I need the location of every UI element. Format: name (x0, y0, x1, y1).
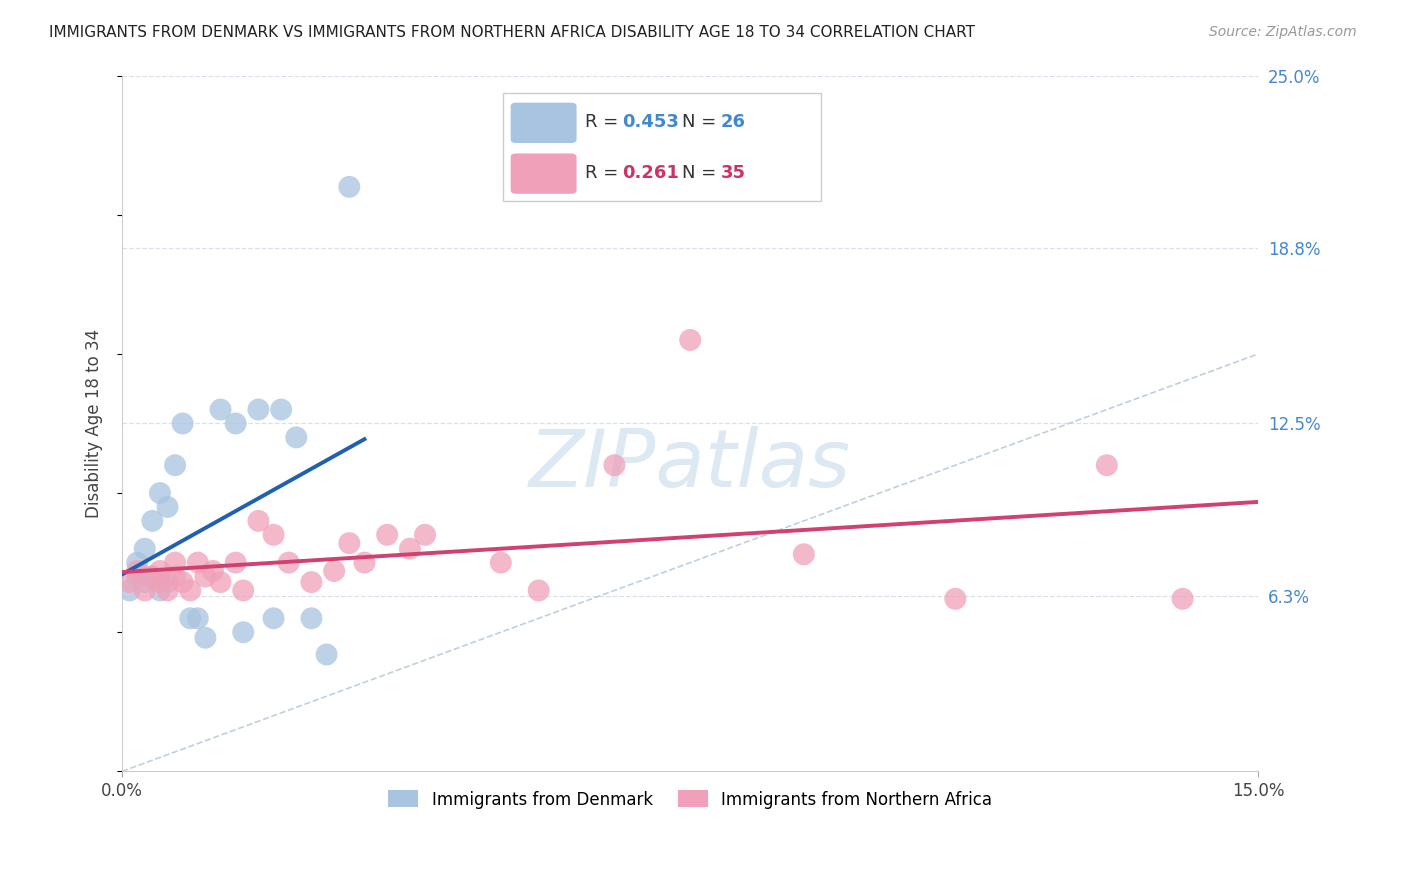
Point (172, 417, 194, 431)
Point (337, 179, 360, 194)
Point (375, 528, 398, 542)
Point (209, 575, 232, 590)
FancyBboxPatch shape (503, 93, 821, 201)
Point (232, 583, 254, 598)
Point (127, 569, 149, 583)
Point (353, 556, 375, 570)
Point (179, 611, 201, 625)
Point (165, 556, 187, 570)
Point (187, 611, 209, 625)
Text: R =: R = (585, 113, 623, 131)
Point (270, 402, 292, 417)
Point (399, 541, 422, 556)
Point (1171, 591, 1194, 606)
Point (149, 583, 172, 598)
Point (134, 583, 156, 598)
FancyBboxPatch shape (510, 103, 576, 143)
Text: 0.261: 0.261 (621, 164, 679, 182)
Point (489, 556, 512, 570)
Point (149, 575, 172, 590)
Text: N =: N = (682, 164, 723, 182)
Point (301, 575, 323, 590)
Text: IMMIGRANTS FROM DENMARK VS IMMIGRANTS FROM NORTHERN AFRICA DISABILITY AGE 18 TO : IMMIGRANTS FROM DENMARK VS IMMIGRANTS FR… (49, 25, 976, 40)
Text: R =: R = (585, 164, 623, 182)
Point (527, 583, 550, 598)
Point (263, 528, 285, 542)
Y-axis label: Disability Age 18 to 34: Disability Age 18 to 34 (86, 329, 103, 518)
Point (141, 569, 163, 583)
Point (149, 486, 172, 500)
Point (323, 564, 346, 578)
Point (127, 564, 149, 578)
Point (225, 556, 247, 570)
Point (232, 625, 254, 640)
Point (247, 402, 270, 417)
Point (263, 611, 285, 625)
Point (603, 458, 626, 473)
Point (413, 528, 436, 542)
Point (165, 569, 187, 583)
Point (179, 583, 201, 598)
Point (156, 500, 179, 514)
Point (194, 569, 217, 583)
Point (149, 564, 172, 578)
Point (209, 402, 232, 417)
Point (156, 575, 179, 590)
Point (172, 575, 194, 590)
Point (943, 591, 966, 606)
Text: 35: 35 (721, 164, 745, 182)
Text: 26: 26 (721, 113, 745, 131)
FancyBboxPatch shape (510, 153, 576, 194)
Text: 0.453: 0.453 (621, 113, 679, 131)
Point (118, 583, 141, 598)
Text: ZIPatlas: ZIPatlas (529, 426, 851, 504)
Point (225, 417, 247, 431)
Point (187, 556, 209, 570)
Point (679, 333, 702, 347)
Point (127, 556, 149, 570)
Text: N =: N = (682, 113, 723, 131)
Point (194, 631, 217, 645)
Point (134, 541, 156, 556)
Point (141, 514, 163, 528)
Point (247, 514, 270, 528)
Point (134, 575, 156, 590)
Text: Source: ZipAtlas.com: Source: ZipAtlas.com (1209, 25, 1357, 39)
Point (277, 556, 299, 570)
Point (315, 648, 337, 662)
Point (156, 583, 179, 598)
Legend: Immigrants from Denmark, Immigrants from Northern Africa: Immigrants from Denmark, Immigrants from… (381, 784, 998, 815)
Point (301, 611, 323, 625)
Point (118, 575, 141, 590)
Point (1095, 458, 1118, 473)
Point (285, 430, 308, 444)
Point (337, 536, 360, 550)
Point (793, 547, 815, 561)
Point (165, 458, 187, 473)
Point (141, 569, 163, 583)
Point (201, 564, 224, 578)
